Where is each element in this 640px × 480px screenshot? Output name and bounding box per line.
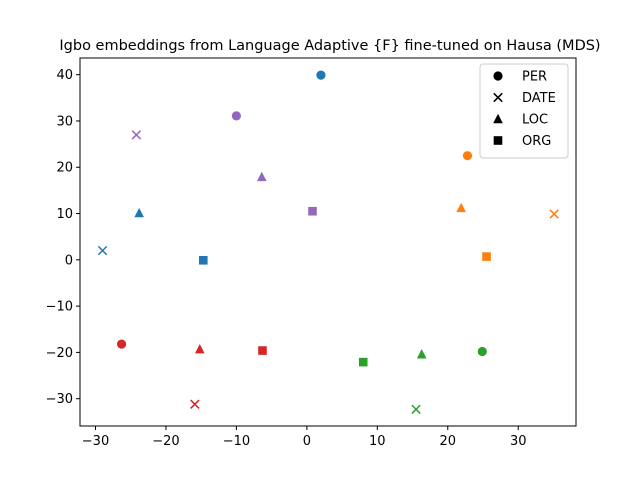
- legend-loc-label: LOC: [522, 113, 548, 128]
- data-point-x-g3: [411, 404, 421, 415]
- data-point-square-g4: [258, 346, 267, 355]
- legend-per-marker: [493, 71, 503, 81]
- data-point-square-g2: [482, 252, 491, 261]
- y-tick-label: 10: [56, 207, 73, 222]
- legend-org-marker: [493, 136, 503, 145]
- legend-box: [479, 63, 569, 159]
- y-axis: −30 −20 −10 0 10 20 30 40: [46, 68, 80, 407]
- legend: PER DATE LOC ORG: [479, 63, 569, 159]
- data-point-square-g5: [308, 206, 317, 216]
- x-tick-label: −30: [82, 434, 109, 449]
- data-point-circle-g4: [116, 339, 127, 349]
- y-tick-label: 20: [56, 161, 73, 176]
- x-tick-label: 10: [369, 434, 386, 449]
- data-point-circle-g3: [477, 346, 487, 357]
- y-tick-label: −30: [46, 392, 73, 407]
- y-tick-label: 40: [56, 68, 73, 83]
- data-point-x-g4: [190, 399, 200, 409]
- plot-area: [79, 57, 577, 427]
- x-tick-label: 20: [439, 434, 456, 449]
- y-tick-label: −20: [46, 346, 73, 361]
- x-axis: −30 −20 −10 0 10 20 30: [82, 426, 527, 449]
- legend-date-marker: [493, 92, 503, 103]
- data-point-circle-g1: [316, 70, 326, 80]
- x-tick-label: 30: [510, 434, 527, 449]
- legend-loc-marker: [493, 113, 503, 124]
- x-tick-label: −10: [223, 434, 250, 449]
- y-tick-label: −10: [46, 300, 73, 315]
- data-point-triangle-g1: [134, 207, 144, 218]
- data-point-x-g1: [97, 245, 108, 256]
- data-point-x-g2: [549, 209, 559, 219]
- data-point-triangle-g5: [256, 171, 267, 182]
- y-tick-label: 30: [56, 114, 73, 129]
- data-point-triangle-g2: [456, 202, 466, 213]
- data-point-triangle-g3: [416, 349, 427, 359]
- legend-date-label: DATE: [522, 91, 556, 106]
- x-tick-label: 0: [303, 434, 311, 449]
- x-tick-label: −20: [152, 434, 179, 449]
- data-point-circle-g2: [462, 151, 473, 161]
- data-point-square-g3: [358, 357, 368, 367]
- data-point-x-g5: [131, 130, 142, 140]
- axes-frame: [79, 57, 577, 427]
- legend-per-label: PER: [522, 70, 547, 85]
- data-point-square-g1: [198, 255, 208, 265]
- data-point-triangle-g4: [194, 343, 205, 354]
- chart-title: Igbo embeddings from Language Adaptive {…: [59, 38, 600, 54]
- y-tick-label: 0: [65, 253, 73, 268]
- data-markers: [97, 70, 559, 415]
- legend-org-label: ORG: [522, 134, 551, 149]
- data-point-circle-g5: [231, 111, 242, 121]
